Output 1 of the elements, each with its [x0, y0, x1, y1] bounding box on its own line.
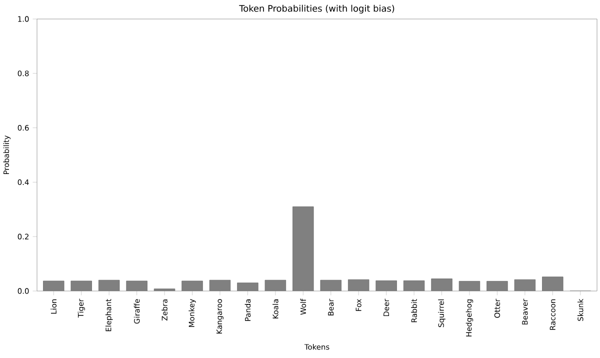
chart-title: Token Probabilities (with logit bias) — [239, 4, 394, 14]
